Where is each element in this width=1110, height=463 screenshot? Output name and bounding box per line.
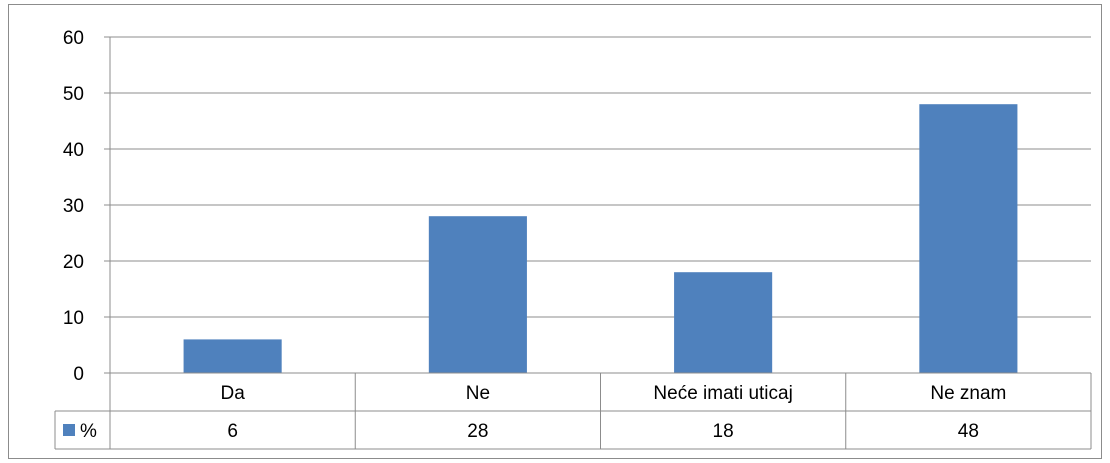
y-tick-label: 10	[63, 308, 84, 329]
y-tick-label: 60	[63, 28, 84, 49]
bar-ne-znam	[919, 104, 1018, 373]
y-tick-label: 40	[63, 140, 84, 161]
y-tick-label: 50	[63, 84, 84, 105]
data-table-value: 6	[227, 421, 238, 442]
category-label: Ne znam	[930, 383, 1006, 404]
category-label: Da	[220, 383, 245, 404]
y-tick-label: 30	[63, 196, 84, 217]
bar-ne	[428, 216, 527, 373]
y-tick-label: 0	[73, 364, 84, 385]
data-table: Da 6 Ne 28 Neće imati uticaj 18 Ne znam 48%	[54, 372, 1092, 450]
legend-label: %	[80, 421, 97, 442]
y-axis-ticks: 0 10 20 30 40 50 60	[63, 28, 84, 385]
bar-neće-imati-uticaj	[674, 272, 773, 373]
bar-da	[183, 339, 282, 373]
data-table-value: 28	[467, 421, 488, 442]
data-table-value: 48	[958, 421, 979, 442]
y-tick-label: 20	[63, 252, 84, 273]
category-label: Ne	[466, 383, 490, 404]
category-label: Neće imati uticaj	[653, 383, 792, 404]
bars	[183, 104, 1018, 373]
data-table-value: 18	[713, 421, 734, 442]
legend-swatch	[63, 424, 75, 436]
